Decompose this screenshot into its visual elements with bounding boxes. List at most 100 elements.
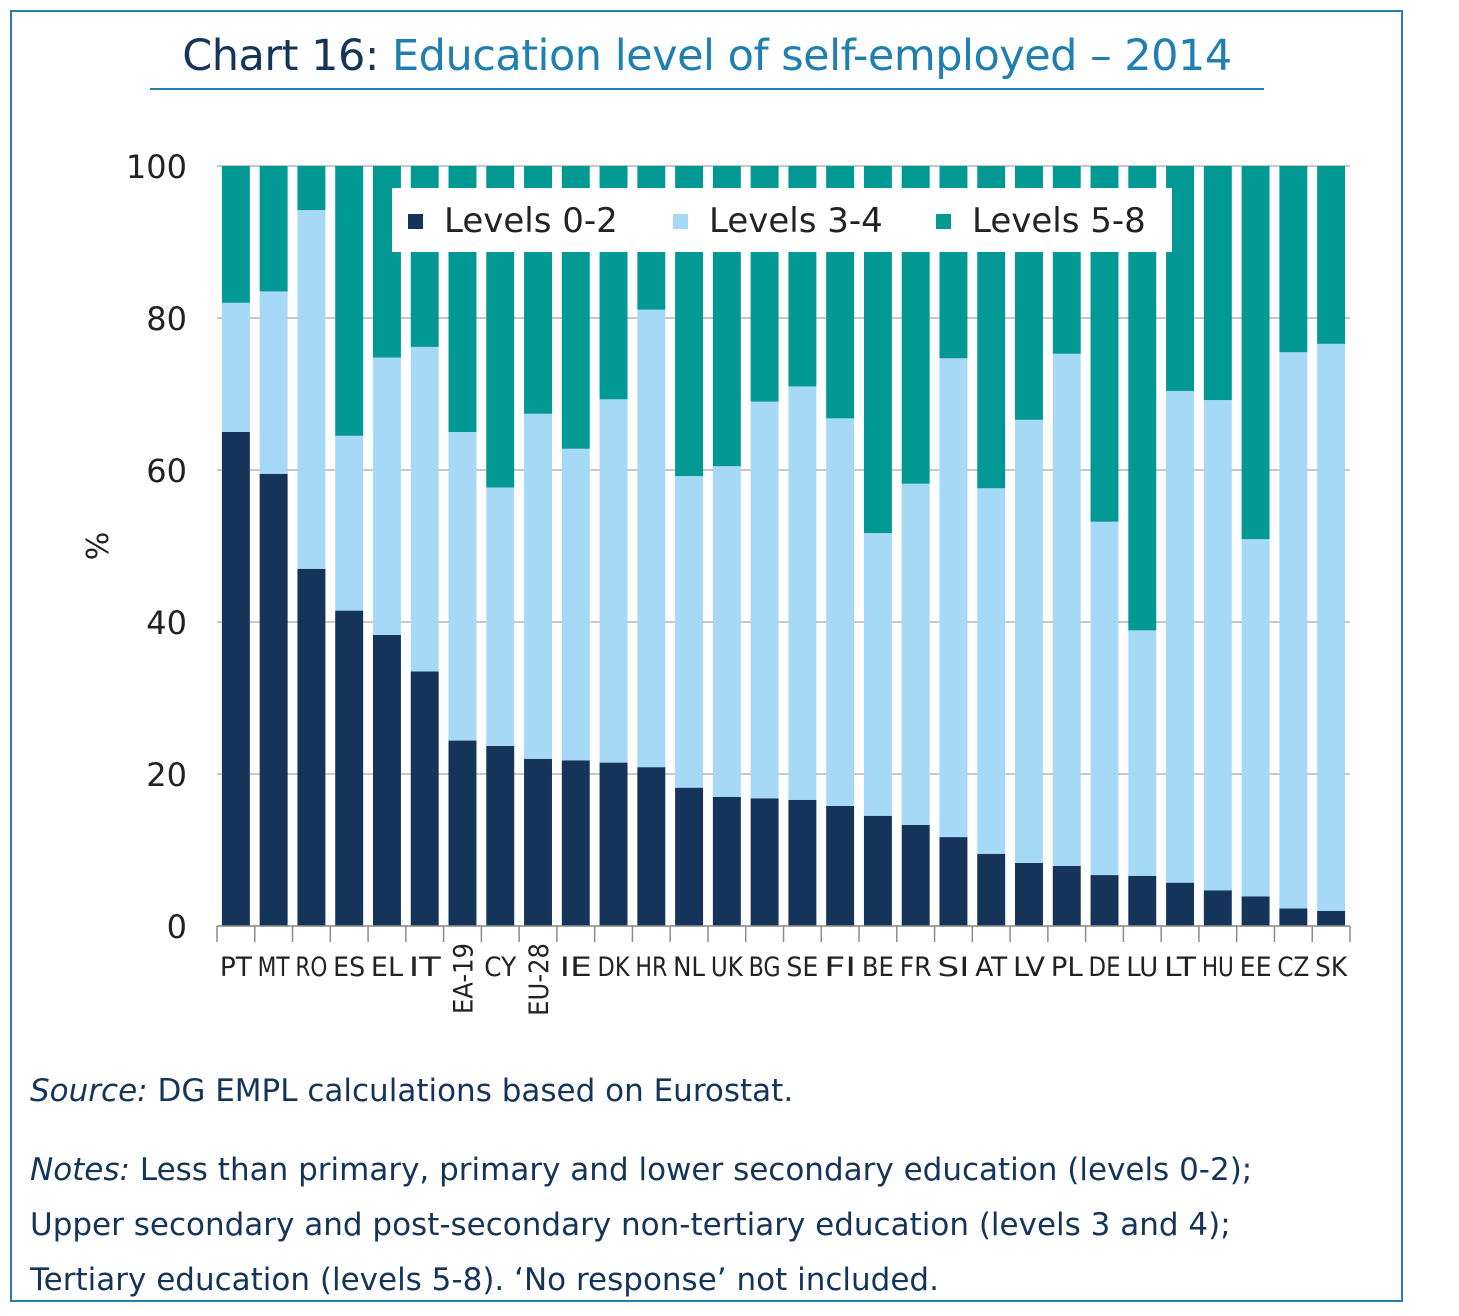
notes-line-2: Upper secondary and post-secondary non-t… — [30, 1207, 1231, 1243]
bar-segment-ea-19-s2 — [448, 432, 477, 741]
bar-segment-hu-s2 — [1203, 400, 1232, 891]
x-tick-label: IT — [409, 952, 441, 983]
bar-segment-se-s2 — [788, 386, 817, 800]
chart-frame — [10, 10, 1403, 1302]
stacked-bar-chart: 0 20 40 60 80 100 PT MT RO ES EL IT EA-19 CY EU-28 IE DK… — [81, 148, 1351, 1016]
bar-segment-es-s3 — [335, 166, 364, 436]
bar-segment-es-s1 — [335, 610, 364, 926]
bar-segment-cy-s1 — [486, 745, 515, 926]
bar-segment-fr-s1 — [901, 824, 930, 926]
x-tick-label: LU — [1126, 952, 1158, 983]
x-tick-label: NL — [673, 952, 705, 983]
bar-segment-se-s1 — [788, 799, 817, 926]
bar-segment-es-s2 — [335, 435, 364, 611]
title-underline — [150, 88, 1264, 90]
bar-segment-lu-s1 — [1128, 875, 1157, 926]
x-tick-label: LV — [1013, 952, 1045, 983]
bar-segment-dk-s1 — [599, 762, 628, 926]
x-tick-label: BG — [749, 952, 781, 983]
x-tick-label: EL — [371, 952, 404, 983]
legend-swatch — [408, 214, 423, 229]
bar-segment-sk-s2 — [1317, 343, 1346, 911]
bar-segment-uk-s2 — [712, 466, 741, 797]
legend-swatch — [673, 214, 688, 229]
bar-segment-de-s2 — [1090, 521, 1119, 876]
bar-segment-mt-s1 — [259, 473, 288, 926]
x-tick-label: EA-19 — [448, 943, 479, 1014]
bar-segment-pl-s1 — [1052, 865, 1081, 926]
notes-line-1: Notes: Less than primary, primary and lo… — [30, 1143, 1390, 1198]
bar-segment-dk-s2 — [599, 399, 628, 763]
bar-segment-ro-s2 — [297, 210, 326, 569]
bar-segment-si-s2 — [939, 358, 968, 838]
x-tick-label: CZ — [1277, 952, 1309, 983]
bar-segment-mt-s3 — [259, 166, 288, 292]
x-tick-label: AT — [975, 952, 1007, 983]
x-tick-label: EU-28 — [524, 943, 555, 1016]
x-tick-label: HU — [1202, 952, 1234, 983]
x-tick-label: DE — [1089, 952, 1121, 983]
y-axis-label: % — [81, 532, 116, 561]
x-tick-label: PT — [220, 952, 252, 983]
notes-label: Notes: — [30, 1152, 130, 1188]
bar-segment-eu-28-s2 — [524, 413, 552, 759]
bar-segment-ro-s1 — [297, 568, 326, 926]
y-tick-label: 0 — [167, 908, 187, 946]
bar-segment-at-s1 — [977, 853, 1006, 926]
x-tick-label: ES — [333, 952, 365, 983]
bar-segment-lt-s1 — [1166, 882, 1195, 926]
y-tick-label: 100 — [126, 148, 187, 186]
x-tick-label: SE — [786, 952, 818, 983]
bar-segment-hr-s1 — [637, 767, 666, 926]
bar-segment-de-s1 — [1090, 875, 1119, 926]
notes: Notes: Less than primary, primary and lo… — [30, 1143, 1390, 1308]
x-tick-label: HR — [635, 952, 667, 983]
bar-segment-cz-s2 — [1279, 352, 1308, 909]
x-tick-label: UK — [711, 952, 744, 983]
bar-segment-sk-s3 — [1317, 166, 1346, 344]
x-tick-label: FR — [900, 952, 932, 983]
notes-line-3: Tertiary education (levels 5-8). ‘No res… — [30, 1262, 939, 1298]
legend-swatch — [936, 214, 951, 229]
legend-label: Levels 3-4 — [709, 201, 883, 241]
bar-segment-ie-s2 — [561, 448, 590, 761]
bar-segment-at-s2 — [977, 488, 1006, 854]
bar-segment-cz-s1 — [1279, 908, 1308, 926]
bar-segment-ie-s1 — [561, 760, 590, 926]
x-tick-label: PL — [1051, 952, 1084, 983]
bar-segment-ee-s2 — [1241, 539, 1270, 897]
bar-segment-ee-s1 — [1241, 896, 1270, 926]
legend-box — [392, 188, 1172, 252]
bar-segment-pl-s2 — [1052, 353, 1081, 866]
bar-segment-hu-s1 — [1203, 890, 1232, 926]
x-tick-label: DK — [598, 952, 631, 983]
bar-segment-nl-s2 — [675, 476, 704, 788]
x-tick-label: EE — [1240, 952, 1272, 983]
x-tick-label: MT — [258, 952, 290, 983]
bar-segment-mt-s2 — [259, 291, 288, 474]
bar-segment-ea-19-s1 — [448, 740, 477, 926]
x-tick-label: SI — [937, 952, 969, 983]
bar-segment-ee-s3 — [1241, 166, 1270, 540]
y-tick-label: 20 — [146, 756, 187, 794]
y-tick-label: 60 — [146, 452, 187, 490]
bar-segment-bg-s2 — [750, 401, 779, 799]
x-tick-label: BE — [862, 952, 894, 983]
bar-segment-it-s1 — [410, 671, 439, 926]
bar-segment-lv-s1 — [1015, 862, 1043, 926]
y-tick-label: 80 — [146, 300, 187, 338]
bar-segment-fi-s1 — [826, 805, 855, 926]
bar-segment-it-s2 — [410, 346, 439, 672]
bar-segment-ro-s3 — [297, 166, 326, 211]
bar-segment-be-s2 — [863, 533, 892, 816]
y-tick-label: 40 — [146, 604, 187, 642]
chart-title-text: Education level of self-employed – 2014 — [391, 31, 1232, 81]
bar-segment-el-s1 — [372, 634, 401, 926]
x-tick-label: IE — [560, 952, 592, 983]
source-text: DG EMPL calculations based on Eurostat. — [147, 1073, 794, 1109]
bar-segment-cy-s2 — [486, 487, 515, 746]
bar-segment-hu-s3 — [1203, 166, 1232, 401]
notes-text-1: Less than primary, primary and lower sec… — [129, 1152, 1253, 1188]
bar-segment-cz-s3 — [1279, 166, 1308, 353]
bar-segment-bg-s1 — [750, 798, 779, 926]
